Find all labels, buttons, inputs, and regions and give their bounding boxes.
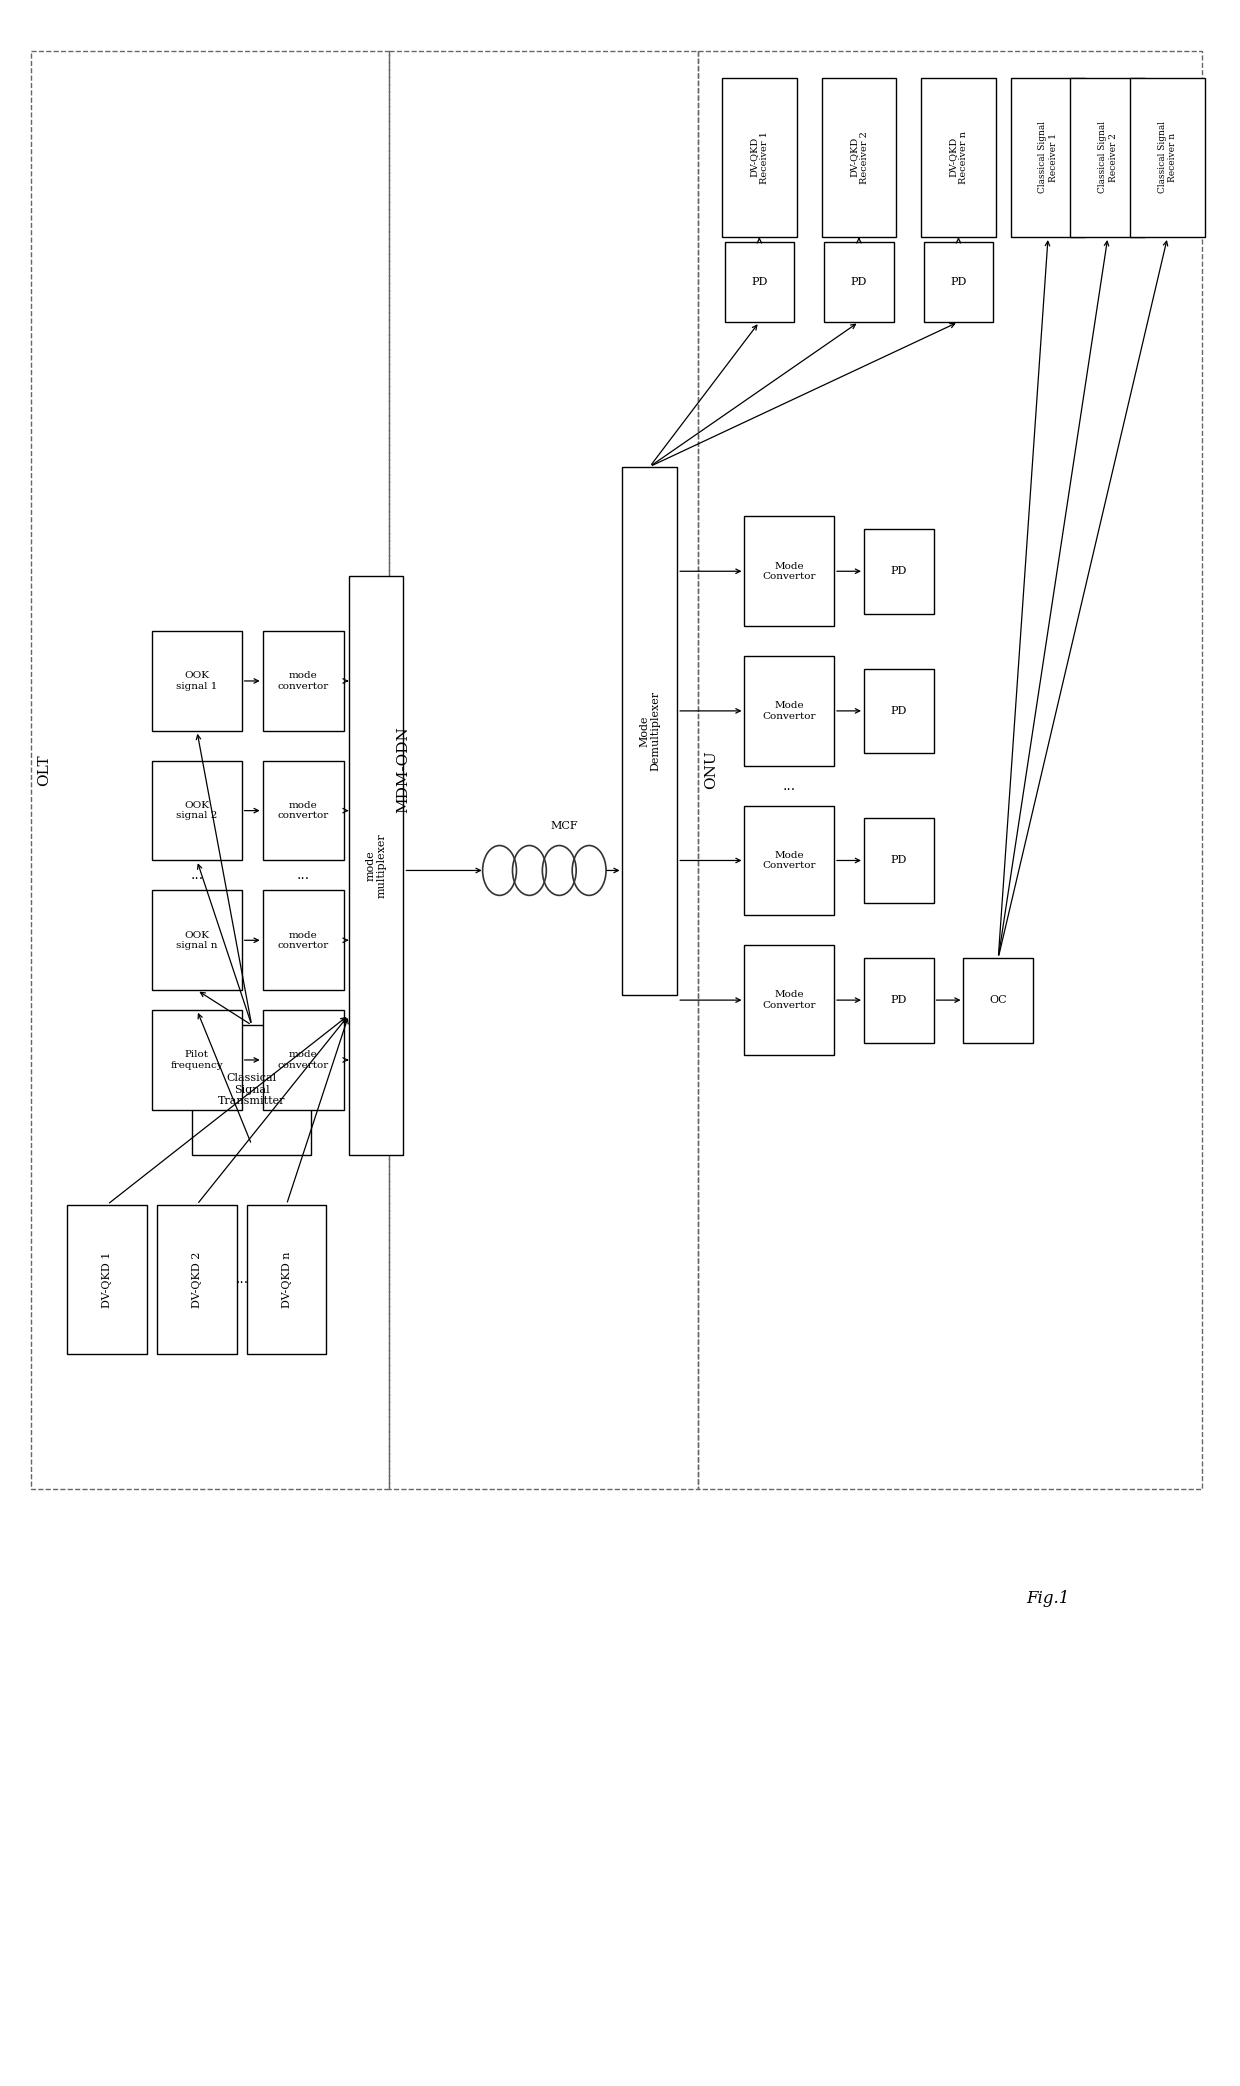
Text: Classical Signal
Receiver n: Classical Signal Receiver n: [1158, 121, 1177, 194]
Bar: [963, 957, 1033, 1043]
Text: ...: ...: [296, 868, 310, 882]
Text: ONU: ONU: [704, 751, 719, 789]
Bar: [744, 945, 835, 1056]
Text: PD: PD: [890, 565, 906, 576]
Bar: [698, 50, 1203, 1489]
Text: Mode
Demultiplexer: Mode Demultiplexer: [639, 690, 661, 772]
Text: Fig.1: Fig.1: [1027, 1590, 1070, 1606]
Bar: [864, 530, 934, 613]
Bar: [263, 632, 345, 730]
Text: MCF: MCF: [551, 820, 578, 830]
Text: mode
convertor: mode convertor: [278, 1049, 329, 1070]
Text: mode
multiplexer: mode multiplexer: [366, 832, 387, 897]
Bar: [263, 761, 345, 862]
Bar: [153, 632, 242, 730]
Text: DV-QKD n: DV-QKD n: [281, 1252, 291, 1308]
Text: PD: PD: [751, 277, 768, 288]
Text: DV-QKD
Receiver n: DV-QKD Receiver n: [949, 131, 968, 184]
Bar: [348, 576, 403, 1156]
Bar: [924, 242, 993, 321]
Bar: [192, 1024, 311, 1156]
Text: DV-QKD 2: DV-QKD 2: [192, 1252, 202, 1308]
Text: Mode
Convertor: Mode Convertor: [763, 561, 816, 582]
Bar: [722, 77, 797, 238]
Bar: [157, 1204, 237, 1354]
Text: Classical
Signal
Transmitter: Classical Signal Transmitter: [218, 1074, 285, 1106]
Text: Classical Signal
Receiver 2: Classical Signal Receiver 2: [1099, 121, 1117, 194]
Bar: [1130, 77, 1205, 238]
Bar: [153, 761, 242, 862]
Text: DV-QKD 1: DV-QKD 1: [103, 1252, 113, 1308]
Bar: [153, 1010, 242, 1110]
Bar: [825, 242, 894, 321]
Bar: [744, 517, 835, 626]
Text: ...: ...: [191, 868, 203, 882]
Text: DV-QKD
Receiver 1: DV-QKD Receiver 1: [750, 131, 769, 184]
Text: PD: PD: [890, 855, 906, 866]
Bar: [263, 1010, 345, 1110]
Bar: [864, 818, 934, 903]
Text: OLT: OLT: [37, 753, 52, 786]
Bar: [67, 1204, 148, 1354]
Bar: [247, 1204, 326, 1354]
Bar: [31, 50, 389, 1489]
Bar: [921, 77, 996, 238]
Text: mode
convertor: mode convertor: [278, 930, 329, 949]
Bar: [864, 957, 934, 1043]
Bar: [724, 242, 794, 321]
Text: mode
convertor: mode convertor: [278, 801, 329, 820]
Bar: [864, 668, 934, 753]
Text: OC: OC: [990, 995, 1007, 1005]
Bar: [153, 891, 242, 991]
Bar: [1070, 77, 1145, 238]
Text: Mode
Convertor: Mode Convertor: [763, 991, 816, 1010]
Text: PD: PD: [851, 277, 867, 288]
Bar: [822, 77, 897, 238]
Text: Mode
Convertor: Mode Convertor: [763, 701, 816, 720]
Text: Pilot
frequency: Pilot frequency: [171, 1049, 223, 1070]
Text: mode
convertor: mode convertor: [278, 672, 329, 690]
Text: PD: PD: [890, 995, 906, 1005]
Text: DV-QKD
Receiver 2: DV-QKD Receiver 2: [849, 131, 869, 184]
Text: Mode
Convertor: Mode Convertor: [763, 851, 816, 870]
Text: OOK
signal 1: OOK signal 1: [176, 672, 217, 690]
Text: PD: PD: [950, 277, 967, 288]
Bar: [389, 50, 698, 1489]
Bar: [622, 467, 677, 995]
Bar: [744, 805, 835, 916]
Text: OOK
signal 2: OOK signal 2: [176, 801, 217, 820]
Text: Classical Signal
Receiver 1: Classical Signal Receiver 1: [1038, 121, 1058, 194]
Text: PD: PD: [890, 705, 906, 715]
Text: OOK
signal n: OOK signal n: [176, 930, 218, 949]
Bar: [1011, 77, 1085, 238]
Text: ...: ...: [236, 1272, 248, 1287]
Bar: [744, 655, 835, 766]
Text: ...: ...: [782, 778, 796, 793]
Bar: [263, 891, 345, 991]
Text: MDM-ODN: MDM-ODN: [396, 726, 410, 814]
